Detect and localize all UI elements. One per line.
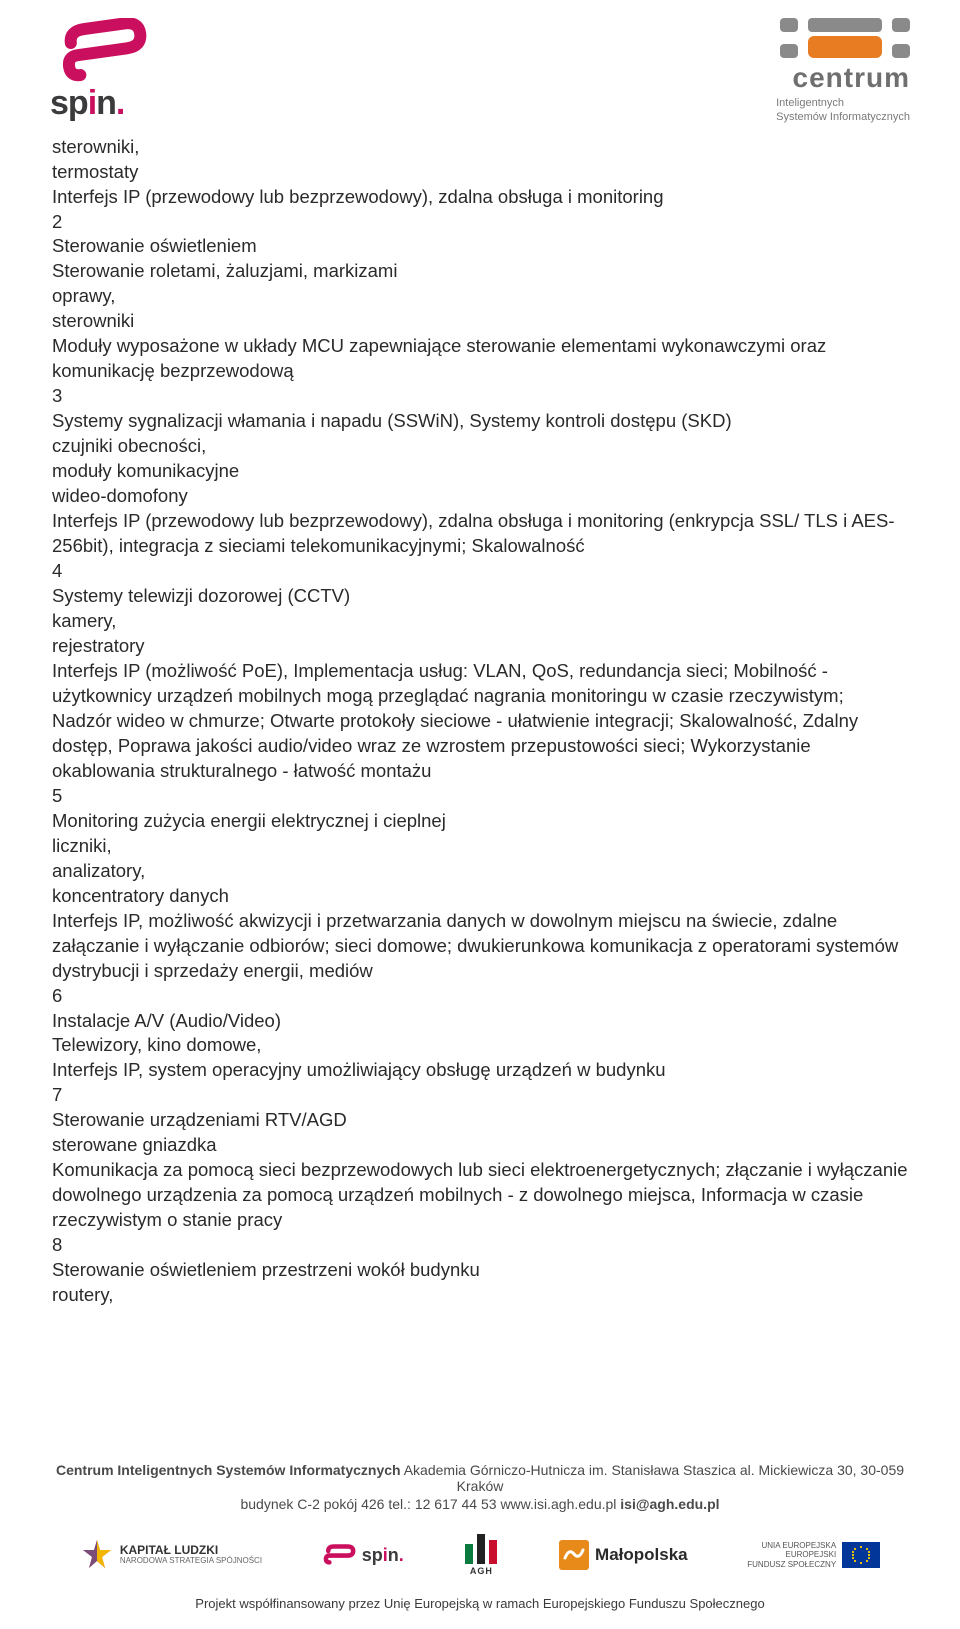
logo-eu: UNIA EUROPEJSKA EUROPEJSKI FUNDUSZ SPOŁE… xyxy=(747,1541,880,1570)
body-line: 5 xyxy=(52,784,908,809)
body-line: 2 xyxy=(52,210,908,235)
logo-centrum: centrum Inteligentnych Systemów Informat… xyxy=(776,18,910,125)
body-line: Moduły wyposażone w układy MCU zapewniaj… xyxy=(52,334,908,384)
body-line: Interfejs IP (przewodowy lub bezprzewodo… xyxy=(52,185,908,210)
logo-spin: spin. xyxy=(50,18,160,123)
body-line: analizatory, xyxy=(52,859,908,884)
body-line: sterowane gniazdka xyxy=(52,1133,908,1158)
footer: Centrum Inteligentnych Systemów Informat… xyxy=(0,1450,960,1629)
body-line: Monitoring zużycia energii elektrycznej … xyxy=(52,809,908,834)
kapital-star-icon xyxy=(80,1538,114,1572)
body-line: moduły komunikacyjne xyxy=(52,459,908,484)
body-line: termostaty xyxy=(52,160,908,185)
centrum-isi-icon xyxy=(780,18,910,58)
footer-address-line2: budynek C-2 pokój 426 tel.: 12 617 44 53… xyxy=(40,1496,920,1512)
spin-small-wordmark: spin. xyxy=(362,1545,404,1566)
spin-clip-small-icon xyxy=(322,1543,356,1567)
footer-logos-row: KAPITAŁ LUDZKI NARODOWA STRATEGIA SPÓJNO… xyxy=(40,1534,920,1576)
body-line: 4 xyxy=(52,559,908,584)
body-line: Systemy sygnalizacji włamania i napadu (… xyxy=(52,409,908,434)
agh-bars-icon xyxy=(463,1534,499,1564)
body-line: Interfejs IP, system operacyjny umożliwi… xyxy=(52,1058,908,1083)
spin-clip-icon xyxy=(50,18,160,88)
body-line: 6 xyxy=(52,984,908,1009)
spin-wordmark: spin. xyxy=(50,84,124,123)
body-line: liczniki, xyxy=(52,834,908,859)
logo-agh: AGH xyxy=(463,1534,499,1576)
body-line: Sterowanie oświetleniem przestrzeni wokó… xyxy=(52,1258,908,1283)
body-line: sterowniki, xyxy=(52,135,908,160)
body-line: Sterowanie roletami, żaluzjami, markizam… xyxy=(52,259,908,284)
document-body: sterowniki,termostatyInterfejs IP (przew… xyxy=(0,135,960,1309)
body-line: kamery, xyxy=(52,609,908,634)
body-line: 7 xyxy=(52,1083,908,1108)
body-line: koncentratory danych xyxy=(52,884,908,909)
body-line: routery, xyxy=(52,1283,908,1308)
body-line: sterowniki xyxy=(52,309,908,334)
footer-cofinance-note: Projekt współfinansowany przez Unię Euro… xyxy=(40,1596,920,1611)
logo-kapital-ludzki: KAPITAŁ LUDZKI NARODOWA STRATEGIA SPÓJNO… xyxy=(80,1538,262,1572)
body-line: czujniki obecności, xyxy=(52,434,908,459)
body-line: 3 xyxy=(52,384,908,409)
eu-flag-icon xyxy=(842,1542,880,1568)
body-line: 8 xyxy=(52,1233,908,1258)
body-line: rejestratory xyxy=(52,634,908,659)
body-line: Sterowanie urządzeniami RTV/AGD xyxy=(52,1108,908,1133)
body-line: wideo-domofony xyxy=(52,484,908,509)
centrum-wordmark: centrum xyxy=(793,62,910,94)
body-line: oprawy, xyxy=(52,284,908,309)
body-line: Interfejs IP, możliwość akwizycji i prze… xyxy=(52,909,908,984)
body-line: Komunikacja za pomocą sieci bezprzewodow… xyxy=(52,1158,908,1233)
logo-spin-small: spin. xyxy=(322,1543,404,1567)
body-line: Systemy telewizji dozorowej (CCTV) xyxy=(52,584,908,609)
malopolska-icon xyxy=(559,1540,589,1570)
header: spin. centrum Inteligentnych Systemów In… xyxy=(0,0,960,135)
body-line: Interfejs IP (możliwość PoE), Implementa… xyxy=(52,659,908,784)
logo-malopolska: Małopolska xyxy=(559,1540,688,1570)
centrum-subtitle: Inteligentnych Systemów Informatycznych xyxy=(776,96,910,125)
body-line: Instalacje A/V (Audio/Video) xyxy=(52,1009,908,1034)
body-line: Interfejs IP (przewodowy lub bezprzewodo… xyxy=(52,509,908,559)
body-line: Sterowanie oświetleniem xyxy=(52,234,908,259)
body-line: Telewizory, kino domowe, xyxy=(52,1033,908,1058)
footer-address-line1: Centrum Inteligentnych Systemów Informat… xyxy=(40,1462,920,1494)
